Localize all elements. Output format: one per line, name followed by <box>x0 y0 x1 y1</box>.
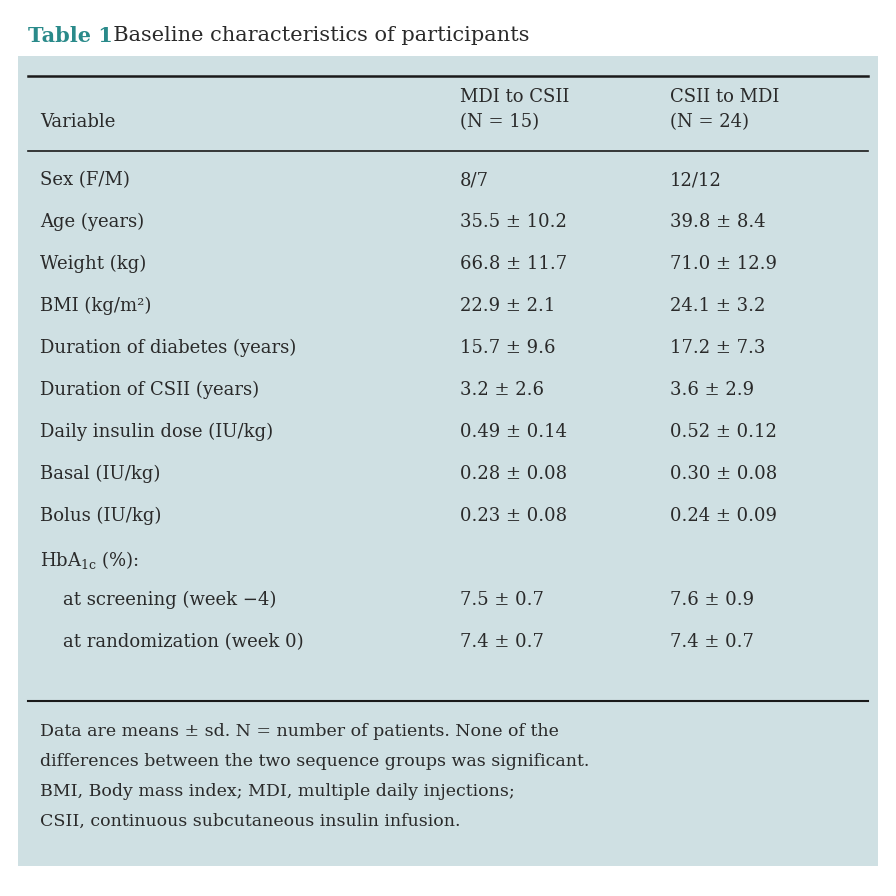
Text: 7.4 ± 0.7: 7.4 ± 0.7 <box>460 633 544 651</box>
Text: Duration of CSII (years): Duration of CSII (years) <box>40 381 259 400</box>
Text: 0.28 ± 0.08: 0.28 ± 0.08 <box>460 465 567 483</box>
Text: 3.2 ± 2.6: 3.2 ± 2.6 <box>460 381 544 399</box>
Text: CSII to MDI: CSII to MDI <box>670 88 780 106</box>
FancyBboxPatch shape <box>18 56 878 866</box>
Text: Duration of diabetes (years): Duration of diabetes (years) <box>40 339 297 358</box>
Text: Variable: Variable <box>40 113 116 131</box>
Text: 35.5 ± 10.2: 35.5 ± 10.2 <box>460 213 567 231</box>
Text: Bolus (IU/kg): Bolus (IU/kg) <box>40 507 161 525</box>
Text: Sex (F/M): Sex (F/M) <box>40 171 130 189</box>
Text: at screening (week −4): at screening (week −4) <box>40 591 276 609</box>
Text: 7.4 ± 0.7: 7.4 ± 0.7 <box>670 633 754 651</box>
Text: HbA$_{\mathregular{1c}}$ (%):: HbA$_{\mathregular{1c}}$ (%): <box>40 549 139 571</box>
Text: 15.7 ± 9.6: 15.7 ± 9.6 <box>460 339 556 357</box>
Text: 3.6 ± 2.9: 3.6 ± 2.9 <box>670 381 754 399</box>
Text: at randomization (week 0): at randomization (week 0) <box>40 633 304 651</box>
Text: differences between the two sequence groups was significant.: differences between the two sequence gro… <box>40 753 590 770</box>
Text: 24.1 ± 3.2: 24.1 ± 3.2 <box>670 297 765 315</box>
Text: 12/12: 12/12 <box>670 171 722 189</box>
Text: 0.24 ± 0.09: 0.24 ± 0.09 <box>670 507 777 525</box>
Text: BMI (kg/m²): BMI (kg/m²) <box>40 297 151 315</box>
Text: CSII, continuous subcutaneous insulin infusion.: CSII, continuous subcutaneous insulin in… <box>40 813 461 830</box>
Text: (N = 15): (N = 15) <box>460 113 539 131</box>
Text: 7.5 ± 0.7: 7.5 ± 0.7 <box>460 591 544 609</box>
Text: 0.23 ± 0.08: 0.23 ± 0.08 <box>460 507 567 525</box>
Text: 7.6 ± 0.9: 7.6 ± 0.9 <box>670 591 754 609</box>
Text: Daily insulin dose (IU/kg): Daily insulin dose (IU/kg) <box>40 423 273 441</box>
Text: 0.52 ± 0.12: 0.52 ± 0.12 <box>670 423 777 441</box>
Text: 0.49 ± 0.14: 0.49 ± 0.14 <box>460 423 567 441</box>
Text: (N = 24): (N = 24) <box>670 113 749 131</box>
Text: Baseline characteristics of participants: Baseline characteristics of participants <box>100 26 530 45</box>
Text: Data are means ± sd. N = number of patients. None of the: Data are means ± sd. N = number of patie… <box>40 723 559 740</box>
Text: 39.8 ± 8.4: 39.8 ± 8.4 <box>670 213 765 231</box>
Text: 71.0 ± 12.9: 71.0 ± 12.9 <box>670 255 777 273</box>
Text: 0.30 ± 0.08: 0.30 ± 0.08 <box>670 465 777 483</box>
Text: MDI to CSII: MDI to CSII <box>460 88 569 106</box>
Text: 66.8 ± 11.7: 66.8 ± 11.7 <box>460 255 567 273</box>
Text: Age (years): Age (years) <box>40 213 144 231</box>
Text: 8/7: 8/7 <box>460 171 489 189</box>
Text: Weight (kg): Weight (kg) <box>40 255 146 273</box>
Text: 22.9 ± 2.1: 22.9 ± 2.1 <box>460 297 556 315</box>
Text: Table 1: Table 1 <box>28 26 113 46</box>
Text: Basal (IU/kg): Basal (IU/kg) <box>40 465 160 483</box>
Text: BMI, Body mass index; MDI, multiple daily injections;: BMI, Body mass index; MDI, multiple dail… <box>40 783 514 800</box>
Text: 17.2 ± 7.3: 17.2 ± 7.3 <box>670 339 765 357</box>
